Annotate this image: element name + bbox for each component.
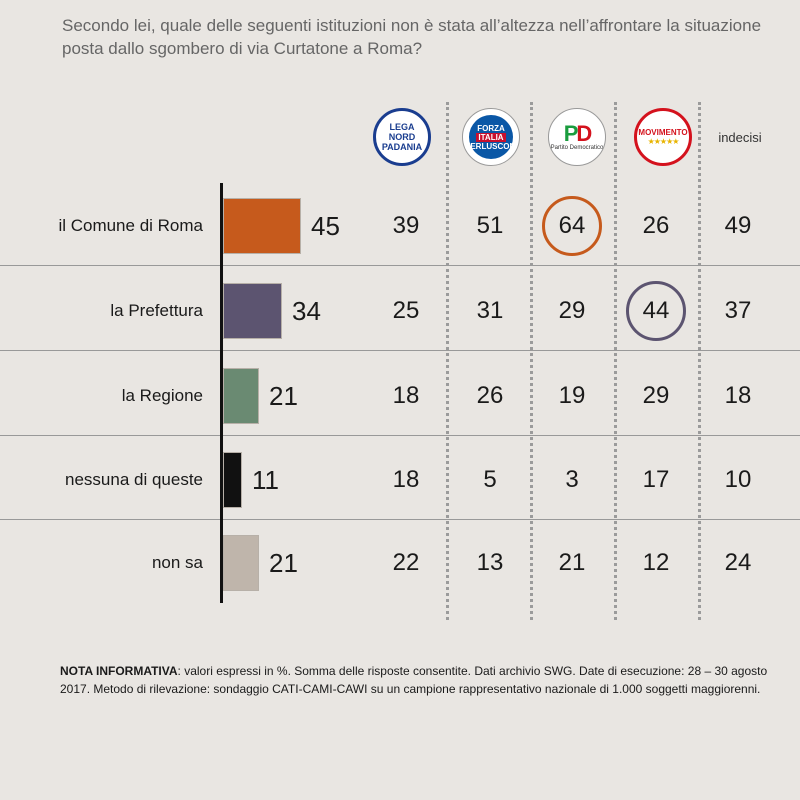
fi-logo-line2: ITALIA bbox=[476, 132, 506, 142]
row-label: la Prefettura bbox=[110, 301, 203, 320]
note-text: : valori espressi in %. Somma delle risp… bbox=[60, 664, 768, 696]
pd-logo-sub: Partito Democratico bbox=[550, 145, 604, 151]
table-cell: 12 bbox=[642, 549, 670, 576]
column-divider bbox=[446, 102, 449, 620]
nota-informativa: NOTA INFORMATIVA: valori espressi in %. … bbox=[60, 662, 780, 698]
table-cell: 39 bbox=[392, 212, 420, 239]
highlight-circle bbox=[626, 281, 686, 341]
lega-nord-logo-text: LEGA NORD PADANIA bbox=[381, 122, 423, 152]
bar-value-label: 21 bbox=[269, 381, 298, 411]
table-cell: 25 bbox=[392, 297, 420, 324]
row-label: la Regione bbox=[121, 386, 203, 405]
bar-value-label: 45 bbox=[311, 211, 340, 241]
row-divider bbox=[0, 435, 800, 436]
table-cell: 29 bbox=[642, 382, 670, 409]
table-cell: 22 bbox=[392, 549, 420, 576]
table-cell: 31 bbox=[476, 297, 504, 324]
lega-nord-logo: LEGA NORD PADANIA bbox=[373, 108, 431, 166]
table-cell: 24 bbox=[724, 549, 752, 576]
table-cell: 18 bbox=[392, 466, 420, 493]
table-cell: 19 bbox=[558, 382, 586, 409]
bar-value-label: 11 bbox=[252, 465, 279, 495]
column-divider bbox=[698, 102, 701, 620]
bar bbox=[223, 283, 282, 339]
column-divider bbox=[614, 102, 617, 620]
question-title: Secondo lei, quale delle seguenti istitu… bbox=[62, 16, 762, 58]
bar-value-label: 21 bbox=[269, 548, 298, 578]
note-title: NOTA INFORMATIVA bbox=[60, 664, 178, 678]
row-divider bbox=[0, 519, 800, 520]
bar bbox=[223, 452, 242, 508]
table-cell: 18 bbox=[724, 382, 752, 409]
fi-logo-line3: BERLUSCONI bbox=[464, 141, 518, 151]
indecisi-header: indecisi bbox=[718, 130, 762, 145]
bar bbox=[223, 368, 259, 424]
pd-logo: PD Partito Democratico bbox=[548, 108, 606, 166]
row-label: nessuna di queste bbox=[65, 470, 203, 489]
table-cell: 29 bbox=[558, 297, 586, 324]
table-cell: 13 bbox=[476, 549, 504, 576]
bar bbox=[223, 198, 301, 254]
pd-logo-mark: PD bbox=[563, 121, 593, 146]
table-cell: 21 bbox=[558, 549, 586, 576]
row-label: non sa bbox=[151, 553, 203, 572]
row-divider bbox=[0, 265, 800, 266]
m5s-logo: MOVIMENTO ★★★★★ bbox=[634, 108, 692, 166]
table-cell: 49 bbox=[724, 212, 752, 239]
forza-italia-logo: FORZA ITALIA BERLUSCONI bbox=[462, 108, 520, 166]
table-cell: 3 bbox=[565, 466, 579, 493]
table-cell: 5 bbox=[483, 466, 497, 493]
bar bbox=[223, 535, 259, 591]
table-cell: 26 bbox=[476, 382, 504, 409]
highlight-circle bbox=[542, 196, 602, 256]
m5s-logo-text: MOVIMENTO bbox=[638, 128, 688, 137]
table-cell: 51 bbox=[476, 212, 504, 239]
table-cell: 17 bbox=[642, 466, 670, 493]
row-label: il Comune di Roma bbox=[58, 216, 203, 235]
table-cell: 26 bbox=[642, 212, 670, 239]
bar-value-label: 34 bbox=[292, 296, 321, 326]
table-cell: 37 bbox=[724, 297, 752, 324]
column-divider bbox=[530, 102, 533, 620]
fi-logo-line1: FORZA bbox=[477, 123, 505, 133]
bar-axis bbox=[220, 183, 223, 603]
m5s-logo-stars: ★★★★★ bbox=[647, 137, 680, 146]
row-divider bbox=[0, 350, 800, 351]
table-cell: 18 bbox=[392, 382, 420, 409]
table-cell: 10 bbox=[724, 466, 752, 493]
